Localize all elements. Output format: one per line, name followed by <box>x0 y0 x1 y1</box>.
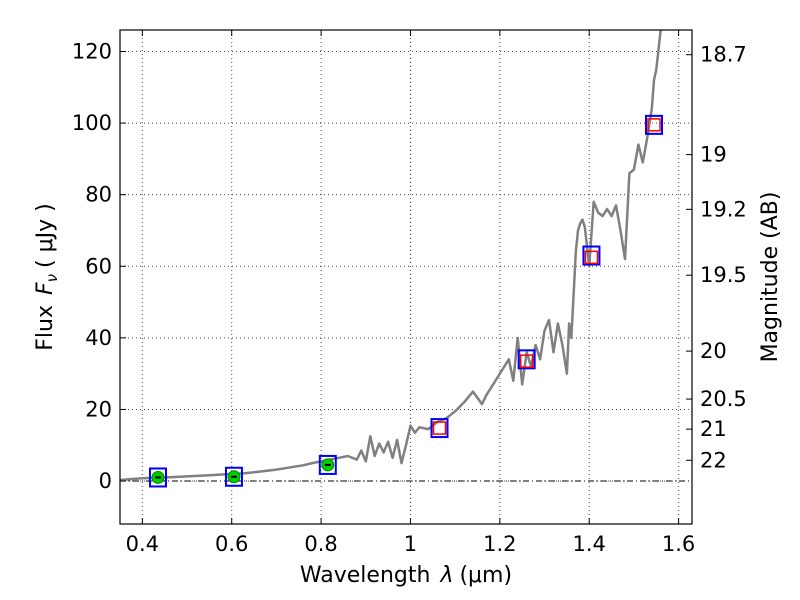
x-tick-label: 1 <box>404 532 417 556</box>
x-tick-label: 0.4 <box>126 532 159 556</box>
model-photometry-point <box>645 114 664 135</box>
x-tick-label: 0.8 <box>304 532 337 556</box>
x-tick-label: 1.2 <box>483 532 516 556</box>
model-photometry-point <box>224 466 243 487</box>
observed-nir-point <box>519 354 534 368</box>
grid <box>120 30 692 524</box>
y-tick-label: 20 <box>85 397 112 421</box>
observed-nir-point <box>584 250 599 265</box>
magnitude-tick-label: 22 <box>700 448 727 472</box>
magnitude-tick-label: 18.7 <box>700 43 747 67</box>
y-tick-label: 80 <box>85 183 112 207</box>
y-tick-label: 40 <box>85 326 112 350</box>
model-photometry-point <box>430 418 449 439</box>
magnitude-axis-label: Magnitude (AB) <box>758 192 783 363</box>
y-tick-label: 60 <box>85 254 112 278</box>
model-photometry-point <box>582 245 601 266</box>
x-tick-label: 0.6 <box>215 532 248 556</box>
y-tick-label: 100 <box>72 111 112 135</box>
y-tick-label: 120 <box>72 39 112 63</box>
magnitude-tick-label: 19.2 <box>700 197 747 221</box>
magnitude-tick-label: 20.5 <box>700 387 747 411</box>
observed-nir-point <box>647 118 661 132</box>
model-photometry-point <box>517 349 536 370</box>
plot-area <box>120 30 664 488</box>
plot-frame <box>119 29 693 525</box>
magnitude-tick-label: 19.5 <box>700 263 747 287</box>
magnitude-tick-label: 21 <box>700 417 727 441</box>
axis-ticks: 0.4 0.6 0.8 1 1.2 1.4 1.6 0 20 40 60 80 100 120 18.7 19… <box>72 30 747 556</box>
x-axis-label: Wavelength λ (μm) <box>300 563 512 588</box>
magnitude-tick-label: 19 <box>700 143 727 167</box>
y-tick-label: 0 <box>99 469 112 493</box>
magnitude-tick-label: 20 <box>700 339 727 363</box>
x-tick-label: 1.4 <box>573 532 606 556</box>
model-photometry-point <box>148 467 167 488</box>
observed-nir-point <box>432 421 447 435</box>
y-axis-label: FluxFν( μJy ) <box>33 203 61 350</box>
x-tick-label: 1.6 <box>662 532 695 556</box>
model-photometry-point <box>318 454 337 475</box>
